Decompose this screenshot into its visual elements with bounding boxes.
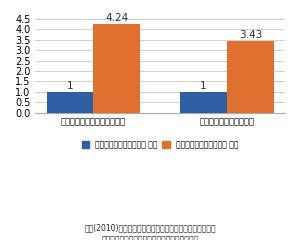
Text: 4.24: 4.24	[105, 13, 128, 23]
Text: 家庭関連要因の検討」より、一部編成して掲載: 家庭関連要因の検討」より、一部編成して掲載	[101, 236, 199, 240]
Bar	[93, 24, 140, 113]
Bar	[47, 92, 93, 113]
Bar	[180, 92, 227, 113]
Text: 3.43: 3.43	[239, 30, 262, 40]
Text: 1: 1	[67, 81, 74, 90]
Legend: 同居中の大人からの暴力 なし, 同居中の大人からの暴力 あり: 同居中の大人からの暴力 なし, 同居中の大人からの暴力 あり	[79, 137, 242, 152]
Text: 西田(2010)「思春期・青年期の『いじめ』に影音を与える: 西田(2010)「思春期・青年期の『いじめ』に影音を与える	[84, 224, 216, 233]
Text: 1: 1	[200, 81, 207, 90]
Bar	[227, 41, 274, 113]
